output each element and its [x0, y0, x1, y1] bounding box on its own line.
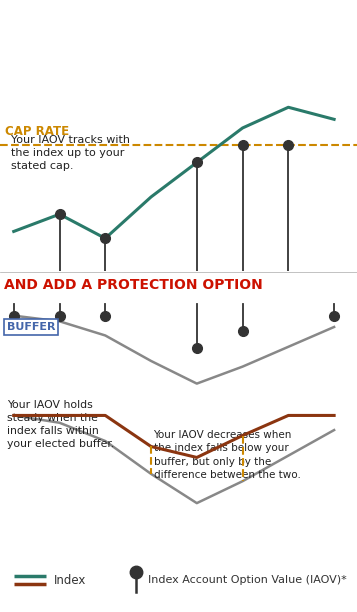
Text: Your IAOV decreases when
the index falls below your
buffer, but only by the
diff: Your IAOV decreases when the index falls… [154, 430, 300, 480]
Text: AND ADD A PROTECTION OPTION: AND ADD A PROTECTION OPTION [4, 278, 262, 292]
Text: BUFFER: BUFFER [7, 322, 55, 332]
Text: Index: Index [54, 573, 86, 586]
Text: Index Account Option Value (IAOV)*: Index Account Option Value (IAOV)* [148, 575, 347, 585]
Text: Positive index change: Positive index change [11, 53, 216, 72]
Text: Negative index change: Negative index change [11, 526, 226, 544]
Text: Your IAOV holds
steady when the
index falls within
your elected buffer.: Your IAOV holds steady when the index fa… [7, 400, 114, 449]
Text: Your IAOV tracks with
the index up to your
stated cap.: Your IAOV tracks with the index up to yo… [11, 135, 130, 171]
Text: CAP RATE: CAP RATE [5, 125, 69, 138]
